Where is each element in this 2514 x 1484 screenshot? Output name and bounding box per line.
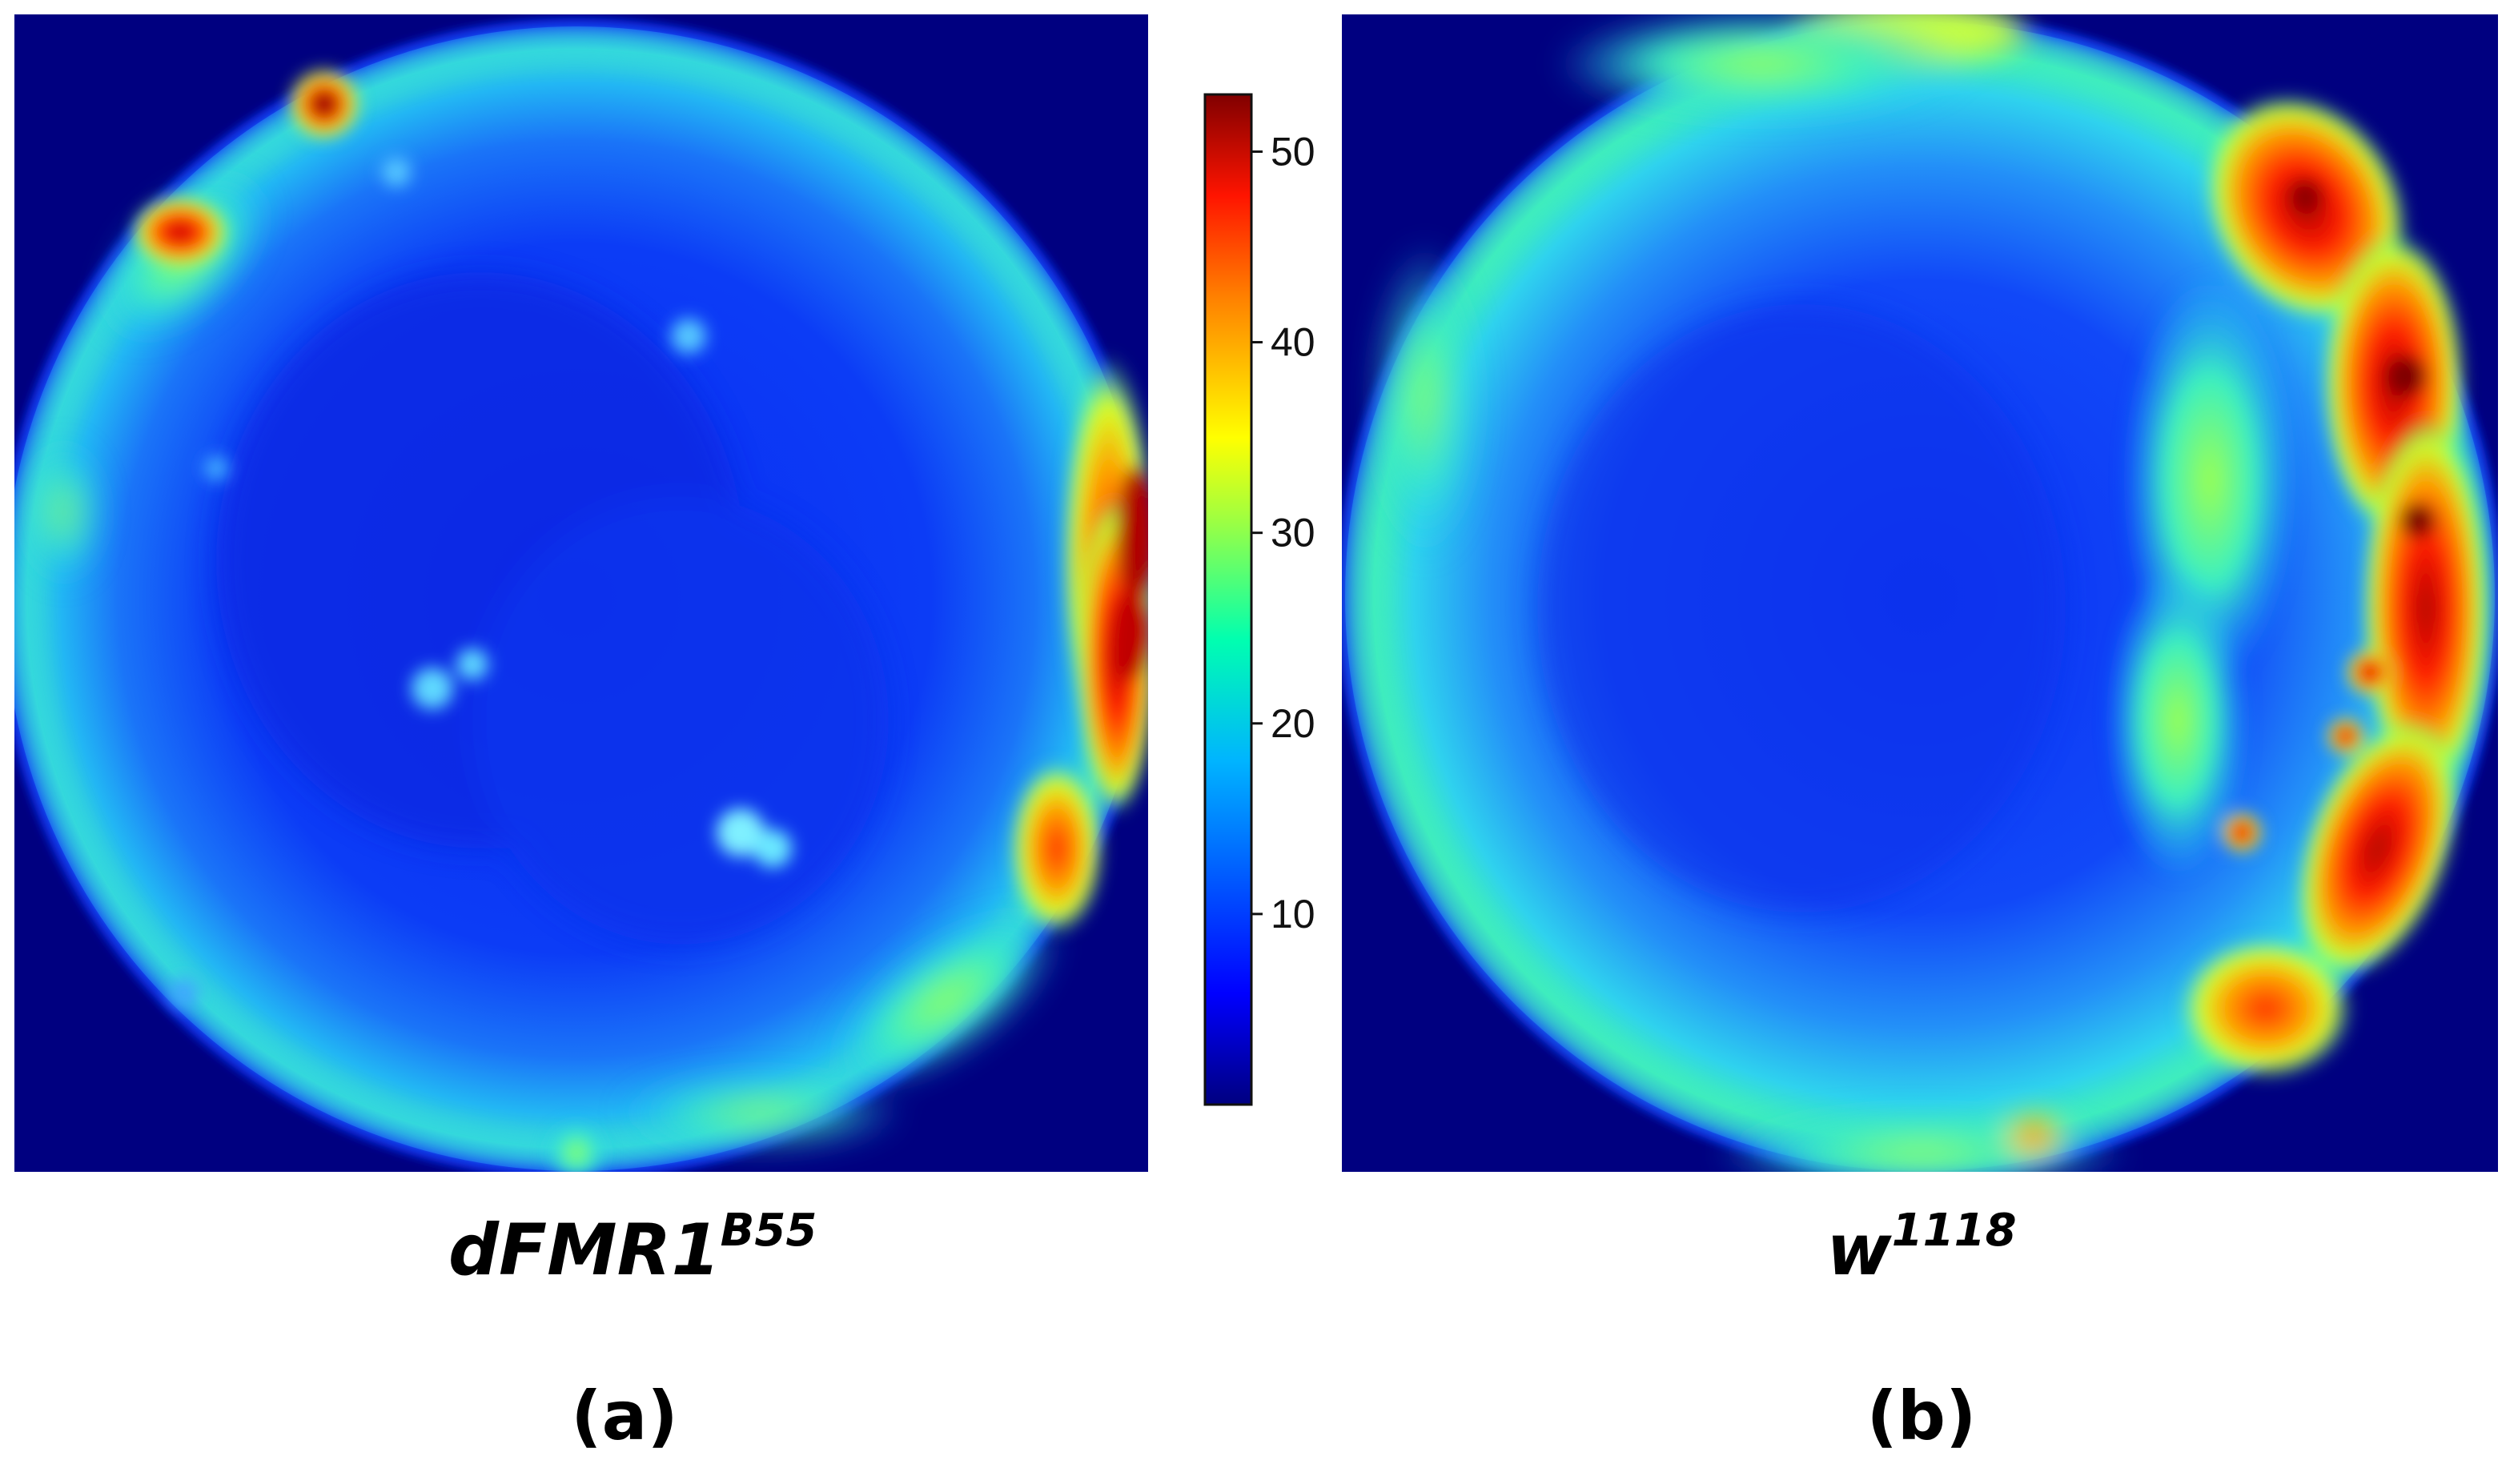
colorbar-ticks: 10 20 30 40 50 — [1251, 129, 1315, 937]
genotype-a-base: dFMR1 — [448, 1209, 721, 1291]
colorbar-tick-label: 50 — [1271, 129, 1315, 174]
colorbar-tick-label: 40 — [1271, 320, 1315, 365]
heatmap-a — [14, 14, 1148, 1172]
genotype-b-sup: 1118 — [1891, 1205, 2017, 1257]
colorbar-tick-label: 30 — [1271, 511, 1315, 555]
colorbar-gradient — [1203, 93, 1253, 1106]
colorbar-tick-label: 10 — [1271, 892, 1315, 937]
colorbar: 10 20 30 40 50 — [1203, 93, 1315, 1106]
panel-label-b: (b) — [1866, 1377, 1977, 1455]
heatmap-b — [1342, 14, 2498, 1172]
genotype-b-base: w — [1826, 1209, 1892, 1291]
genotype-label-b: w1118 — [1785, 1205, 2058, 1291]
genotype-label-a: dFMR1B55 — [448, 1205, 817, 1291]
genotype-a-sup: B55 — [720, 1205, 817, 1257]
panel-label-a: (a) — [571, 1377, 678, 1455]
colorbar-tick-label: 20 — [1271, 701, 1315, 746]
